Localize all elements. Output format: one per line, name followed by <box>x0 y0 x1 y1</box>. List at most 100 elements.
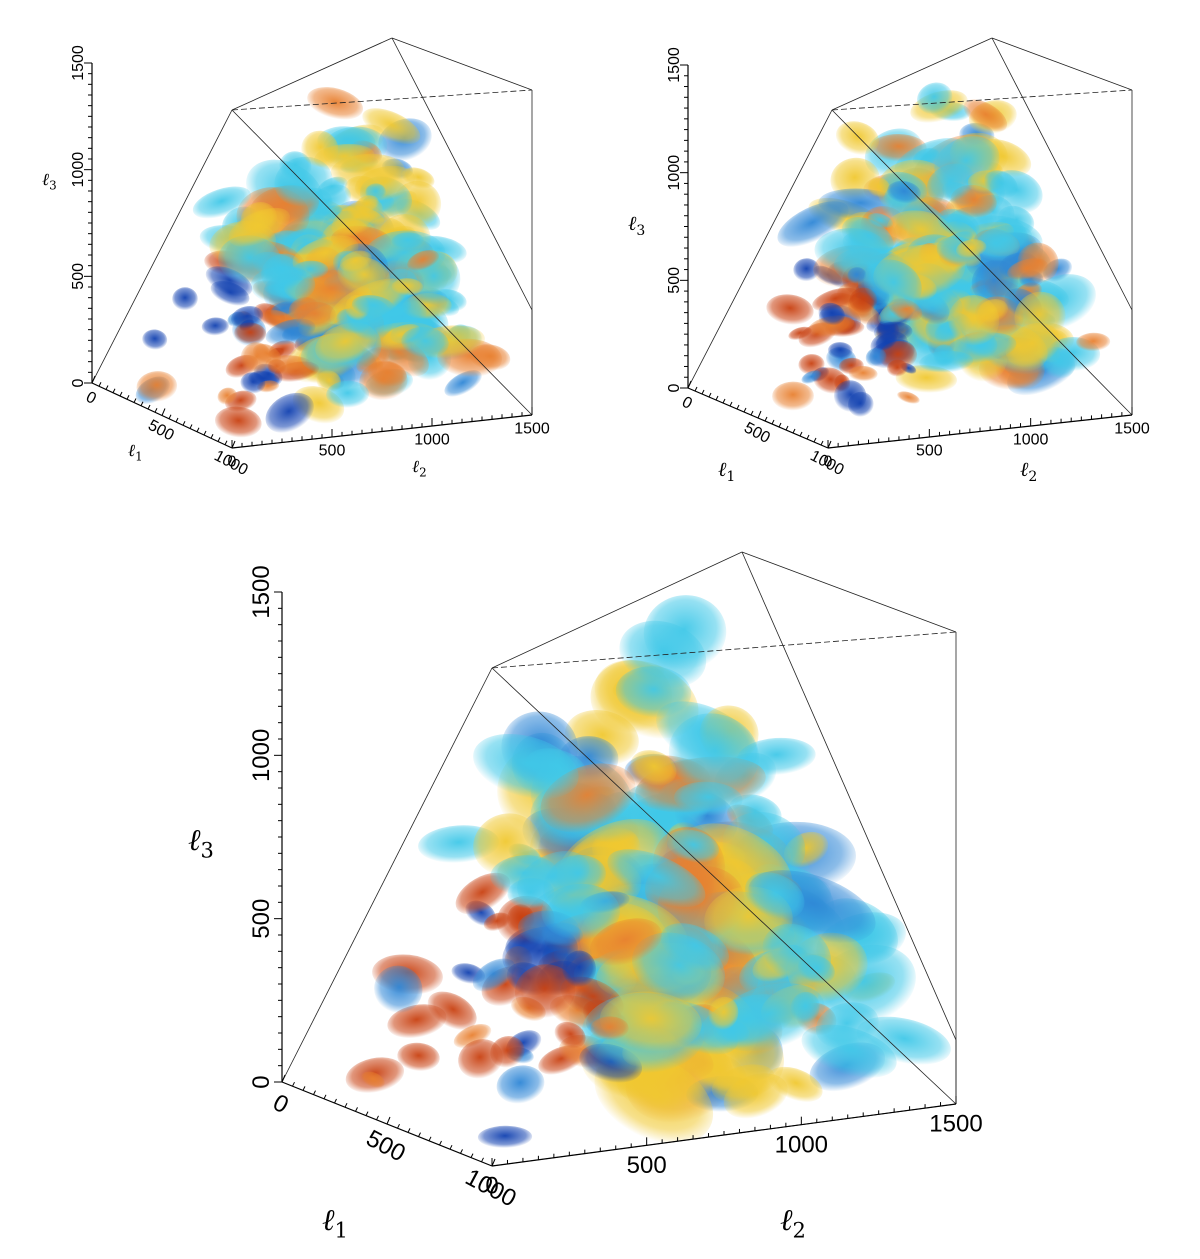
isosurface-blob <box>875 332 898 351</box>
isosurface-blob <box>1017 242 1059 284</box>
y-tick-label: 1000 <box>1013 431 1049 448</box>
isosurface-blob <box>887 359 908 377</box>
volume-edge <box>831 89 1133 111</box>
x-tick <box>196 427 200 432</box>
isosurface-blob <box>768 1066 823 1102</box>
isosurface-blob <box>240 202 278 235</box>
isosurface-blob <box>766 294 814 325</box>
x-tick <box>736 404 740 410</box>
isosurface-blob <box>818 302 845 326</box>
x-tick <box>694 386 698 392</box>
isosurface-blob <box>427 991 477 1030</box>
isosurface-blob <box>713 983 825 1052</box>
x-tick <box>470 1153 474 1158</box>
x-tick <box>105 385 109 390</box>
x-tick <box>687 380 692 389</box>
z-tick-label: 1000 <box>666 155 683 191</box>
x-tick <box>806 434 810 440</box>
isosurface-blob <box>793 258 820 282</box>
x-axis-label: ℓ1 <box>718 457 735 485</box>
isosurface-blob <box>554 1021 586 1049</box>
isosurface-blob <box>887 180 921 204</box>
isosurface-blob <box>788 326 812 341</box>
z-tick-label: 500 <box>70 263 87 290</box>
x-tick <box>98 382 102 387</box>
isosurface-blob <box>847 267 867 284</box>
isosurface-blob <box>374 965 423 1013</box>
isosurface-blob <box>615 666 692 718</box>
y-tick-label: 1500 <box>929 1111 982 1138</box>
volume-edge <box>231 89 533 111</box>
x-tick <box>292 1081 295 1087</box>
x-tick <box>154 408 158 413</box>
y-tick-label: 1500 <box>1114 420 1150 437</box>
isosurface-blob <box>815 1002 879 1049</box>
isosurface-blob <box>210 280 250 306</box>
isosurface-blob <box>490 855 558 895</box>
x-tick <box>418 1132 421 1137</box>
x-tick <box>365 1111 369 1116</box>
isosurface-blob <box>926 163 975 203</box>
isosurface-blob <box>897 391 920 404</box>
z-axis-label: ℓ3 <box>188 823 214 863</box>
isosurface-blob <box>231 305 264 329</box>
x-tick <box>91 375 96 384</box>
x-tick <box>750 410 754 416</box>
isosurface-blob <box>777 201 849 247</box>
isosurface-blob <box>217 387 238 405</box>
x-tick <box>771 419 775 425</box>
isosurface-blob <box>367 360 407 387</box>
isosurface-blob <box>643 595 727 671</box>
isosurface-blob <box>469 344 511 371</box>
isosurface-blob <box>833 380 867 412</box>
isosurface-blob <box>214 406 262 438</box>
x-tick <box>147 404 151 410</box>
isosurface-blobs <box>345 595 951 1149</box>
isosurface-blob <box>172 287 198 311</box>
z-tick-label: 0 <box>666 383 683 392</box>
isosurface-blobs <box>135 87 511 438</box>
isosurface-blob <box>361 1071 385 1088</box>
z-tick-label: 0 <box>70 378 87 387</box>
x-tick <box>407 1128 411 1133</box>
x-tick <box>119 391 123 397</box>
y-tick-label: 500 <box>916 442 943 459</box>
isosurface-blob <box>142 329 168 350</box>
isosurface-blob <box>865 347 887 367</box>
x-tick <box>302 1086 306 1091</box>
isosurface-blob <box>841 217 894 258</box>
x-tick <box>140 401 144 406</box>
isosurface-blob <box>599 991 702 1052</box>
volume-edge <box>831 109 1133 416</box>
volume-edge <box>991 37 1133 311</box>
x-tick <box>203 430 207 436</box>
y-axis-label: ℓ2 <box>412 457 427 479</box>
y-tick-label: 1500 <box>514 420 550 437</box>
x-tick <box>323 1094 327 1100</box>
volume-edge <box>687 109 833 389</box>
isosurface-blob <box>607 849 706 908</box>
isosurface-blob <box>976 224 1033 258</box>
volume-edge <box>741 551 957 1041</box>
x-tick <box>161 408 166 416</box>
x-tick <box>189 424 193 429</box>
volume-edge <box>391 37 533 311</box>
isosurface-blob <box>660 923 729 972</box>
isosurface-blob <box>667 829 720 863</box>
y-tick-label: 1000 <box>414 431 450 448</box>
volume-edge <box>281 667 493 1083</box>
volume-edge <box>831 37 993 111</box>
y-axis-label: ℓ2 <box>1020 457 1037 485</box>
isosurface-blob <box>401 326 449 359</box>
x-tick <box>715 395 719 401</box>
x-tick <box>799 431 803 437</box>
isosurface-blob <box>848 365 878 382</box>
isosurface-blob <box>201 317 229 336</box>
volume-edge <box>741 551 957 633</box>
isosurface-blob <box>668 713 759 796</box>
z-tick-label: 1500 <box>666 47 683 83</box>
x-tick <box>708 392 712 398</box>
x-tick <box>460 1149 463 1154</box>
x-tick <box>313 1090 316 1095</box>
